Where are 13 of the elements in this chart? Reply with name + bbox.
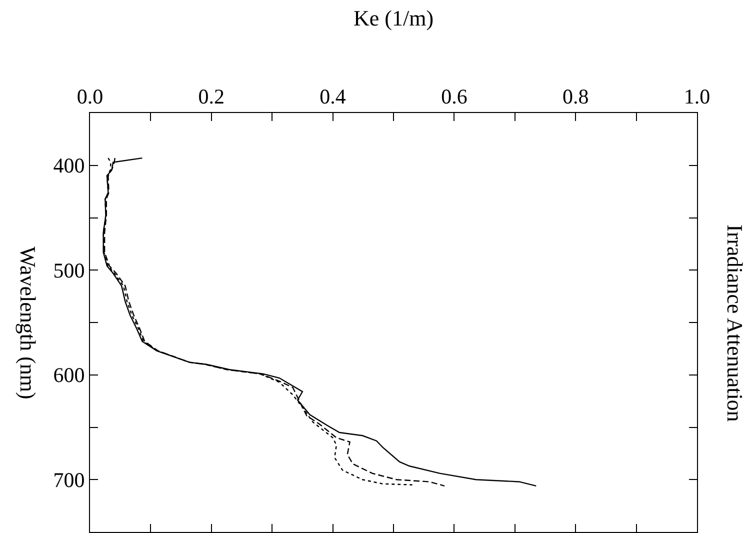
- y-tick-label: 500: [53, 258, 85, 282]
- x-axis-title: Ke (1/m): [353, 5, 434, 30]
- x-tick-label: 0.8: [562, 84, 589, 109]
- x-tick-label: 0.6: [441, 84, 468, 109]
- y-tick-label: 400: [53, 154, 85, 178]
- y-tick-label: 600: [53, 363, 85, 388]
- x-tick-label: 0.0: [76, 84, 104, 109]
- y-axis-title: Wavelength (nm): [16, 246, 40, 400]
- y-tick-label: 700: [53, 468, 85, 492]
- text: Irradiance Attenuation: [722, 224, 748, 422]
- x-tick-label: 0.4: [320, 84, 346, 109]
- x-tick-label: 0.2: [198, 84, 225, 109]
- x-tick-label: 1.0: [684, 84, 710, 109]
